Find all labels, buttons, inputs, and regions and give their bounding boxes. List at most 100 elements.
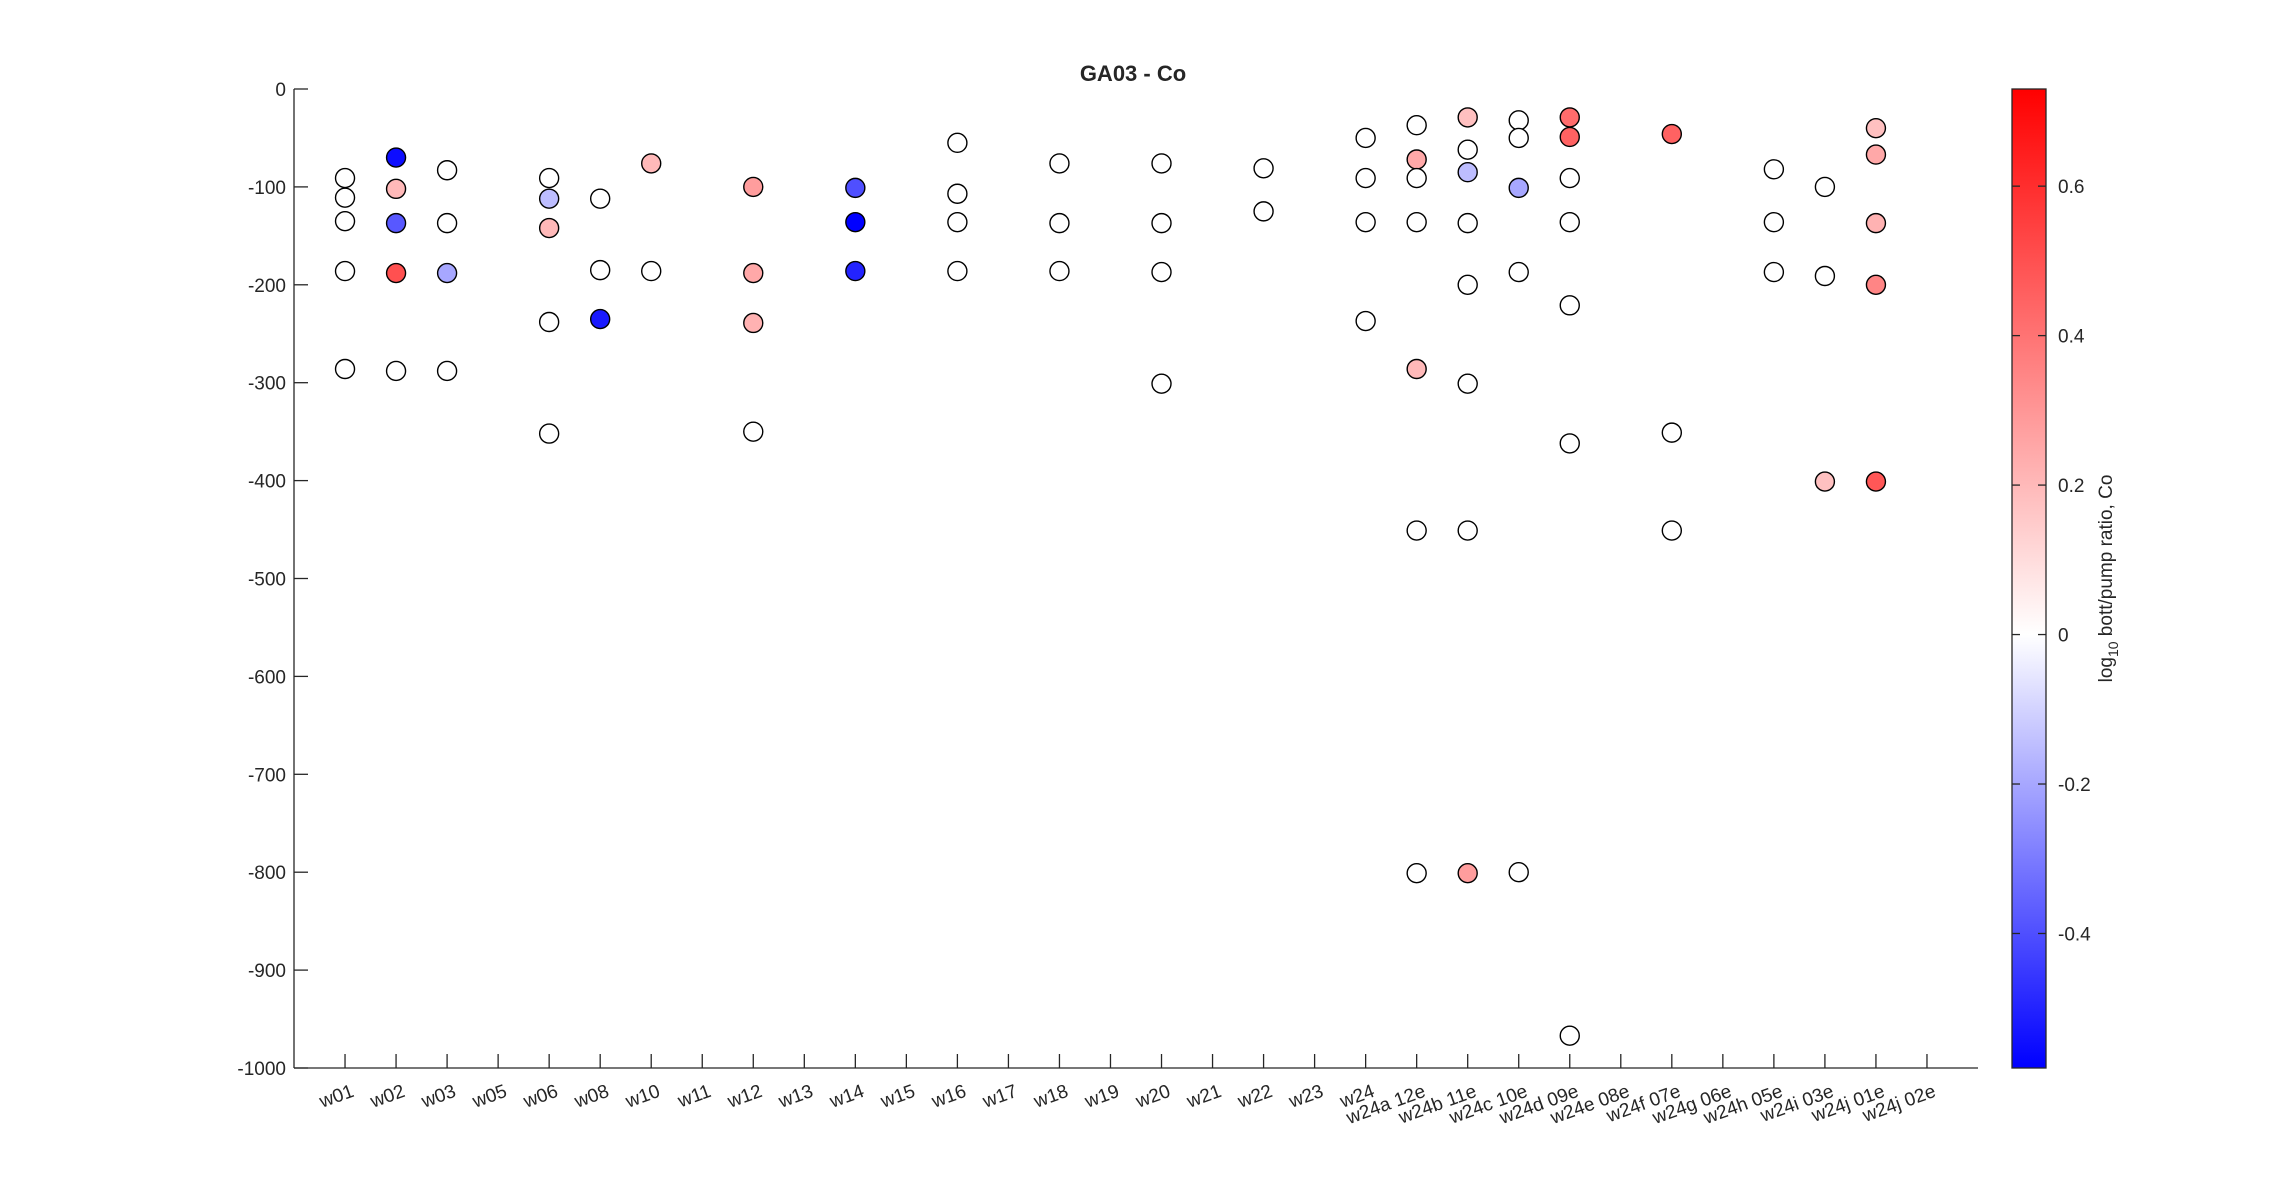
colorbar-tick-label: 0.2 (2058, 476, 2084, 497)
data-point (1559, 1025, 1580, 1046)
x-tick-label: w19 (1081, 1081, 1122, 1113)
data-point (947, 211, 968, 233)
data-point (436, 212, 458, 234)
x-tick-label: w03 (418, 1081, 459, 1113)
data-point (1355, 127, 1376, 149)
data-point (1049, 153, 1070, 174)
x-tick-label: w10 (622, 1081, 663, 1113)
data-point (1814, 471, 1836, 492)
plot-axes: 0 -100 -200 -300 -400 -500 -600 -700 -800 -900 -10… (237, 80, 1978, 1129)
data-point (1355, 211, 1376, 233)
data-point (538, 217, 560, 239)
data-point (743, 312, 764, 334)
data-point (845, 260, 866, 282)
data-point (1661, 520, 1683, 541)
data-point (538, 188, 560, 209)
colorbar-tick-label: 0.6 (2058, 177, 2084, 198)
data-point (1559, 433, 1580, 454)
data-point (1406, 520, 1427, 541)
data-point (1508, 127, 1529, 149)
x-tick-label: w14 (826, 1081, 867, 1113)
data-point (1559, 295, 1580, 316)
data-point (1508, 177, 1529, 199)
data-point (436, 160, 458, 181)
data-point (385, 147, 407, 168)
y-tick-label: -300 (248, 374, 286, 395)
colorbar: -0.4 -0.2 0 0.2 0.4 0.6 log10 bott/pump ratio,… (2011, 88, 2121, 1069)
data-point (1508, 110, 1529, 131)
data-point (1865, 144, 1887, 165)
data-point (385, 178, 407, 200)
data-point (385, 262, 407, 284)
data-point (1457, 274, 1478, 295)
colorbar-tick-label: 0 (2058, 626, 2069, 647)
data-point (589, 308, 611, 330)
data-point (589, 259, 611, 281)
data-point (1151, 373, 1172, 394)
colorbar-tick-label: 0.4 (2058, 327, 2085, 348)
x-tick-label: w16 (928, 1081, 969, 1113)
data-point (538, 311, 560, 333)
y-tick-label: -800 (248, 863, 286, 884)
data-point (385, 360, 407, 382)
colorbar-label-main: log (2096, 657, 2117, 682)
x-tick-label: w15 (877, 1081, 918, 1113)
colorbar-tick-label: -0.4 (2058, 924, 2091, 945)
data-point (1457, 107, 1478, 128)
x-tick-label: w21 (1183, 1081, 1224, 1113)
data-point (1406, 149, 1427, 170)
data-point (1406, 211, 1427, 233)
data-point (1406, 862, 1427, 884)
data-point (1253, 201, 1274, 222)
y-tick-label: -1000 (237, 1059, 286, 1080)
x-tick-label: w18 (1030, 1081, 1071, 1113)
data-point (1661, 422, 1683, 443)
y-tick-label: 0 (275, 80, 286, 101)
chart-title: GA03 - Co (1080, 61, 1186, 86)
data-point (334, 167, 356, 189)
data-point (1151, 212, 1172, 234)
data-point (1355, 310, 1376, 332)
data-point (1508, 862, 1529, 883)
x-tick-label: w13 (775, 1081, 816, 1113)
data-point (1457, 212, 1478, 234)
data-point (947, 132, 968, 154)
data-point (641, 260, 662, 282)
y-tick-label: -200 (248, 276, 286, 297)
x-tick-label: w23 (1285, 1081, 1326, 1113)
data-point (1508, 261, 1529, 283)
data-point (1814, 265, 1836, 287)
data-point (385, 212, 407, 234)
data-point (436, 360, 458, 382)
data-point (1865, 117, 1887, 139)
x-tick-label: w02 (367, 1081, 408, 1113)
data-point (334, 210, 356, 232)
y-tick-label: -100 (248, 178, 286, 199)
data-point (1457, 862, 1478, 884)
data-point (1865, 212, 1887, 234)
data-point (1865, 274, 1887, 295)
colorbar-gradient (2011, 88, 2047, 1069)
colorbar-label-rest: bott/pump ratio, Co (2096, 475, 2117, 642)
data-point (538, 167, 560, 189)
x-tick-label: w05 (469, 1081, 510, 1113)
data-point (1049, 212, 1070, 234)
data-point (845, 177, 866, 199)
data-point (1457, 520, 1478, 541)
data-point (538, 423, 560, 444)
data-point (1151, 153, 1172, 174)
colorbar-label: log10 bott/pump ratio, Co (2096, 475, 2121, 683)
data-point (1355, 167, 1376, 189)
y-tick-label: -400 (248, 472, 286, 493)
y-tick-label: -700 (248, 765, 286, 786)
data-point (1151, 261, 1172, 283)
scatter-points (334, 107, 1887, 1046)
data-point (743, 421, 764, 442)
data-point (1253, 158, 1274, 179)
data-point (947, 260, 968, 282)
data-point (1661, 123, 1683, 145)
data-point (641, 153, 662, 174)
data-point (1763, 159, 1785, 180)
y-tick-label: -500 (248, 570, 286, 591)
